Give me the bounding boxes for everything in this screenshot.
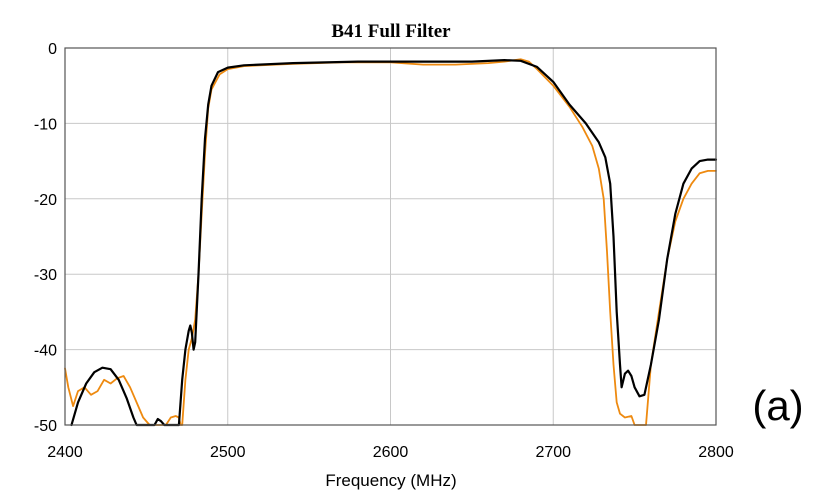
y-axis: 0 -10 -20 -30 -40 -50: [34, 41, 57, 435]
x-axis-label: Frequency (MHz): [325, 471, 456, 490]
y-tick-label: -50: [34, 418, 57, 435]
x-tick-label: 2400: [47, 444, 83, 461]
x-axis: 2400 2500 2600 2700 2800: [47, 444, 734, 461]
y-tick-label: -30: [34, 267, 57, 284]
x-tick-label: 2500: [210, 444, 246, 461]
panel-label: (a): [752, 382, 803, 429]
x-tick-label: 2700: [535, 444, 571, 461]
y-tick-label: 0: [48, 41, 57, 58]
chart-title: B41 Full Filter: [331, 21, 451, 42]
x-tick-label: 2800: [698, 444, 734, 461]
grid: [65, 48, 716, 425]
series-line-1: [70, 59, 718, 427]
y-tick-label: -10: [34, 116, 57, 133]
y-tick-label: -40: [34, 343, 57, 360]
plot-frame: [64, 47, 717, 426]
series-layer: [64, 58, 718, 427]
y-tick-label: -20: [34, 192, 57, 209]
x-tick-label: 2600: [373, 444, 409, 461]
